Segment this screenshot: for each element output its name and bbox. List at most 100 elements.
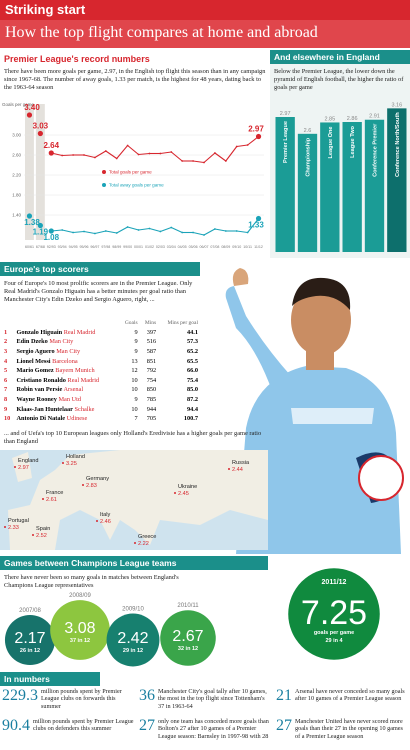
table-cell: 9: [134, 328, 138, 336]
figure-text: Manchester United have never scored more…: [295, 718, 403, 740]
player: Lionel Messi Barcelona: [14, 356, 119, 366]
figure: 27: [276, 717, 292, 734]
country-label: England: [18, 458, 39, 464]
highlight-band: [25, 104, 34, 240]
country-label: Holland: [66, 454, 85, 460]
figure-text: Manchester City's goal tally after 10 ga…: [158, 688, 267, 710]
table-row: 6 Cristiano Ronaldo Real Madrid 10 754 75.4: [2, 376, 200, 386]
player: Robin van Persie Arsenal: [14, 385, 119, 395]
header-cell: Goals: [124, 319, 138, 326]
country-value: 2.52: [36, 533, 47, 539]
bar-chart: 2.97 Premier League 2.6 Championship 2.85 Lea…: [275, 102, 407, 253]
data-point: [235, 145, 238, 148]
category-label: Conference North/South: [395, 112, 401, 177]
table-row: 9 Klaas-Jan Huntelaar Schalke 10 944 94.4: [2, 404, 200, 414]
player: Edin Dzeko Man City: [14, 337, 119, 347]
table-row: 3 Sergio Aguero Man City 9 587 65.2: [2, 347, 200, 357]
category-label: Championship: [306, 137, 312, 176]
player: Sergio Aguero Man City: [14, 347, 119, 357]
table-row: 10 Antonio Di Natale Udinese 7 705 100.7: [2, 414, 200, 424]
rank: 8: [4, 396, 8, 404]
table-cell: 85.0: [186, 386, 198, 394]
line-segment: [127, 226, 139, 231]
line-segment: [73, 230, 85, 234]
map-marker: [62, 462, 64, 464]
line-segment: [138, 152, 150, 156]
x-tick-label: 09/10: [232, 245, 241, 249]
data-point: [203, 161, 205, 164]
player-name: Wayne Rooney: [16, 396, 57, 404]
data-point: [159, 152, 162, 155]
country-value: 2.33: [8, 525, 19, 531]
data-point: [126, 226, 129, 228]
table-cell: 9: [134, 348, 138, 356]
value-label: 3.16: [391, 102, 402, 108]
data-point: [26, 213, 33, 219]
player-name: Cristiano Ronaldo: [16, 376, 66, 384]
table-row: 2 Edin Dzeko Man City 9 516 57.3: [2, 337, 200, 347]
table-cell: 705: [146, 415, 157, 423]
line-segment: [214, 228, 226, 232]
country-label: Greece: [138, 534, 156, 540]
paragraph: Four of Europe's 10 most prolific scorer…: [4, 280, 193, 303]
line-segment: [160, 226, 172, 233]
bubble: [4, 614, 56, 666]
country-value: 2.22: [138, 541, 149, 547]
table-cell: 851: [146, 357, 157, 365]
bubble-detail: 37 in 12: [70, 638, 90, 644]
data-label: 1.19: [33, 228, 49, 237]
bubble: [288, 568, 380, 660]
club: Udinese: [66, 415, 88, 423]
club: Barcelona: [52, 357, 78, 365]
bubble: [160, 610, 216, 666]
line-segment: [116, 145, 129, 159]
data-label: 3.40: [24, 103, 40, 112]
x-tick-label: 07/08: [210, 245, 219, 249]
player-name: Robin van Persie: [16, 386, 63, 394]
table-cell: 754: [146, 376, 157, 384]
category-label: Conference Premier: [373, 123, 379, 177]
data-point: [170, 226, 173, 229]
club: Man Utd: [58, 396, 81, 404]
line-segment: [83, 154, 96, 159]
data-point: [37, 222, 43, 229]
table-cell: 57.3: [186, 338, 198, 346]
map-marker: [96, 520, 98, 522]
line-segment: [94, 150, 107, 158]
table-cell: 10: [131, 386, 138, 394]
line-segment: [160, 151, 172, 155]
data-point: [83, 154, 85, 156]
map-marker: [4, 526, 6, 528]
map-marker: [174, 492, 176, 494]
player-name: Sergio Aguero: [16, 348, 55, 356]
x-tick-label: 08/09: [221, 245, 230, 249]
x-tick-label: 02/03: [156, 245, 165, 249]
y-tick-label: 2.60: [12, 153, 21, 158]
table-cell: 850: [146, 386, 157, 394]
kicker: Striking start: [0, 0, 410, 20]
value-label: 2.6: [304, 128, 312, 134]
country-label: France: [46, 490, 63, 496]
line-segment: [192, 231, 205, 236]
paragraph: Below the Premier League, the lower down…: [274, 68, 404, 91]
value-label: 2.85: [324, 116, 335, 122]
line-segment: [149, 227, 161, 233]
bubble-detail: 32 in 12: [178, 646, 198, 652]
header-cell: Mins: [144, 319, 157, 326]
category-label: Premier League: [283, 121, 289, 163]
x-tick-label: 67/68: [36, 245, 45, 249]
category-label: League Two: [350, 125, 356, 157]
data-point: [126, 144, 129, 147]
line-segment: [247, 218, 259, 233]
table-cell: 785: [146, 396, 157, 404]
table-cell: 10: [131, 405, 138, 413]
value-label: 2.86: [347, 116, 358, 122]
data-label: 1.08: [43, 233, 59, 242]
x-tick-label: 04/05: [178, 245, 187, 249]
data-point: [235, 230, 238, 232]
bar: [297, 133, 318, 252]
line-segment: [203, 152, 216, 163]
value-label: 2.91: [369, 114, 380, 120]
legend-label: Total goals per game: [109, 170, 152, 175]
data-point: [203, 234, 205, 236]
